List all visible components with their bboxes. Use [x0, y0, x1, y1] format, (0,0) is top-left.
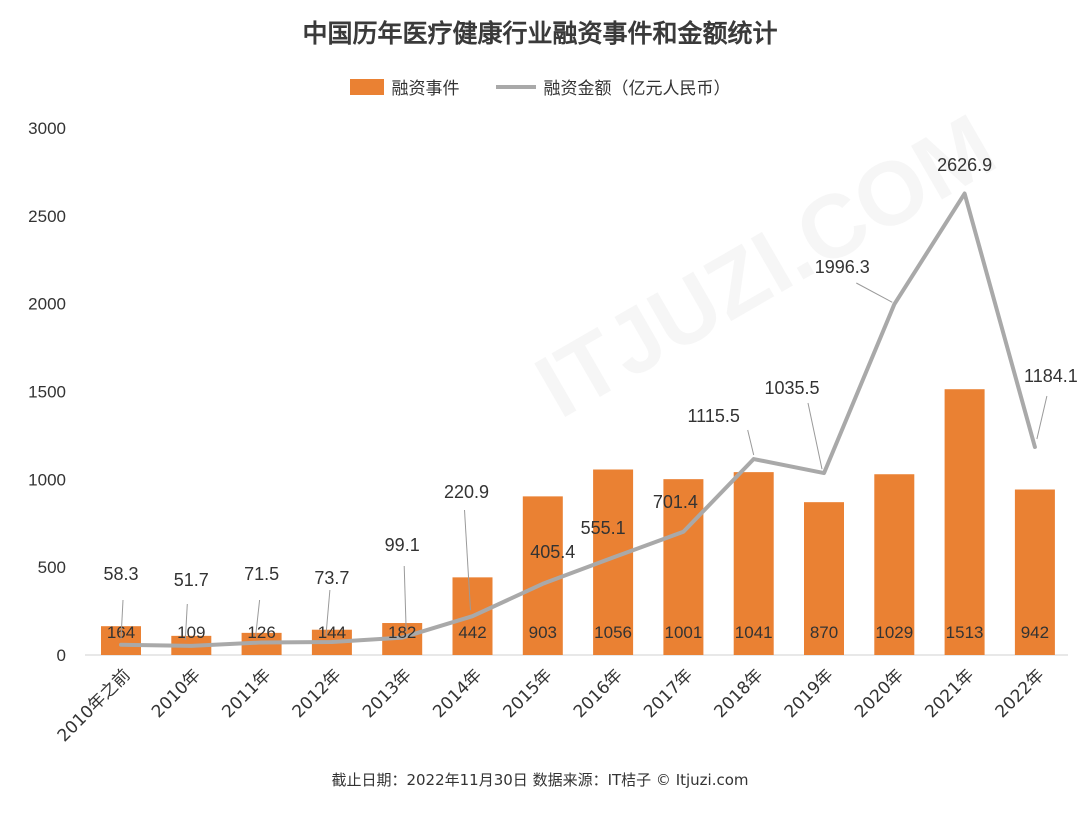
leader-line [807, 402, 823, 470]
line-value-label: 1996.3 [815, 257, 870, 277]
legend-bar-label: 融资事件 [391, 79, 460, 99]
line-value-label: 1184.1 [1024, 366, 1078, 386]
chart-title: 中国历年医疗健康行业融资事件和金额统计 [302, 19, 778, 48]
legend-line-swatch [495, 84, 536, 89]
bar-value-label: 109 [177, 623, 205, 642]
line-value-label: 1035.5 [764, 378, 819, 398]
x-tick-label: 2021年 [921, 665, 978, 722]
x-tick-label: 2014年 [429, 665, 486, 722]
bar-value-label: 126 [247, 623, 275, 642]
bar-value-label: 182 [388, 623, 416, 642]
leader-line [255, 599, 261, 637]
bar-value-label: 1513 [946, 623, 984, 642]
leader-line [403, 565, 407, 632]
bar [874, 474, 915, 655]
leader-line [184, 603, 188, 640]
legend-bar-swatch [349, 78, 384, 95]
bar [733, 472, 774, 655]
line-value-label: 58.3 [103, 564, 138, 584]
bar [944, 389, 985, 655]
legend-item-bar: 融资事件 [349, 74, 460, 99]
y-tick-label: 2500 [28, 207, 66, 226]
y-tick-label: 500 [38, 558, 66, 577]
y-tick-label: 1000 [28, 470, 66, 489]
line-value-label: 51.7 [174, 570, 209, 590]
bar-value-label: 942 [1021, 623, 1049, 642]
x-tick-label: 2011年 [218, 665, 275, 722]
y-tick-label: 3000 [28, 119, 66, 138]
x-tick-label: 2017年 [640, 665, 697, 722]
line-value-label: 2626.9 [937, 155, 992, 175]
leader-line [856, 282, 893, 303]
x-tick-label: 2020年 [851, 665, 908, 722]
leader-line [747, 429, 755, 456]
series-line [119, 191, 1037, 648]
x-tick-label: 2022年 [992, 665, 1049, 722]
leader-line [325, 589, 331, 637]
leader-line [1036, 395, 1048, 440]
x-tick-label: 2015年 [500, 665, 557, 722]
line-value-label: 701.4 [653, 492, 698, 512]
bar [1014, 489, 1055, 655]
line-value-label: 220.9 [444, 482, 489, 502]
line-value-label: 555.1 [581, 518, 626, 538]
bar-value-label: 1001 [664, 623, 702, 642]
bar [663, 479, 704, 655]
line-value-label: 405.4 [530, 542, 575, 562]
y-tick-label: 2000 [28, 295, 66, 314]
leader-line [464, 509, 471, 611]
legend: 融资事件 融资金额（亿元人民币） [0, 74, 1080, 99]
x-tick-label: 2018年 [710, 665, 767, 722]
bar-value-label: 1056 [594, 623, 632, 642]
source-note: 截止日期：2022年11月30日 数据来源：IT桔子 © Itjuzi.com [331, 771, 749, 789]
line-value-label: 1115.5 [688, 406, 740, 426]
y-tick-label: 0 [57, 646, 66, 665]
line-value-label: 71.5 [244, 564, 279, 584]
bar-value-label: 903 [529, 623, 557, 642]
x-tick-label: 2019年 [781, 665, 838, 722]
legend-item-line: 融资金额（亿元人民币） [495, 74, 731, 99]
bar-value-label: 1029 [875, 623, 913, 642]
x-tick-label: 2012年 [289, 665, 346, 722]
x-tick-label: 2010年 [148, 665, 205, 722]
x-tick-label: 2013年 [359, 665, 416, 722]
line-value-label: 99.1 [385, 535, 420, 555]
bar-value-label: 1041 [735, 623, 773, 642]
x-tick-label: 2010年之前 [54, 665, 135, 746]
line-value-label: 73.7 [314, 568, 349, 588]
bar [522, 496, 563, 655]
bar-value-label: 442 [458, 623, 486, 642]
y-tick-label: 1500 [28, 383, 66, 402]
x-tick-label: 2016年 [570, 665, 627, 722]
leader-line [120, 599, 124, 639]
bar [804, 502, 844, 655]
bar-value-label: 144 [318, 623, 346, 642]
bar-value-label: 870 [810, 623, 838, 642]
legend-line-label: 融资金额（亿元人民币） [543, 79, 731, 99]
